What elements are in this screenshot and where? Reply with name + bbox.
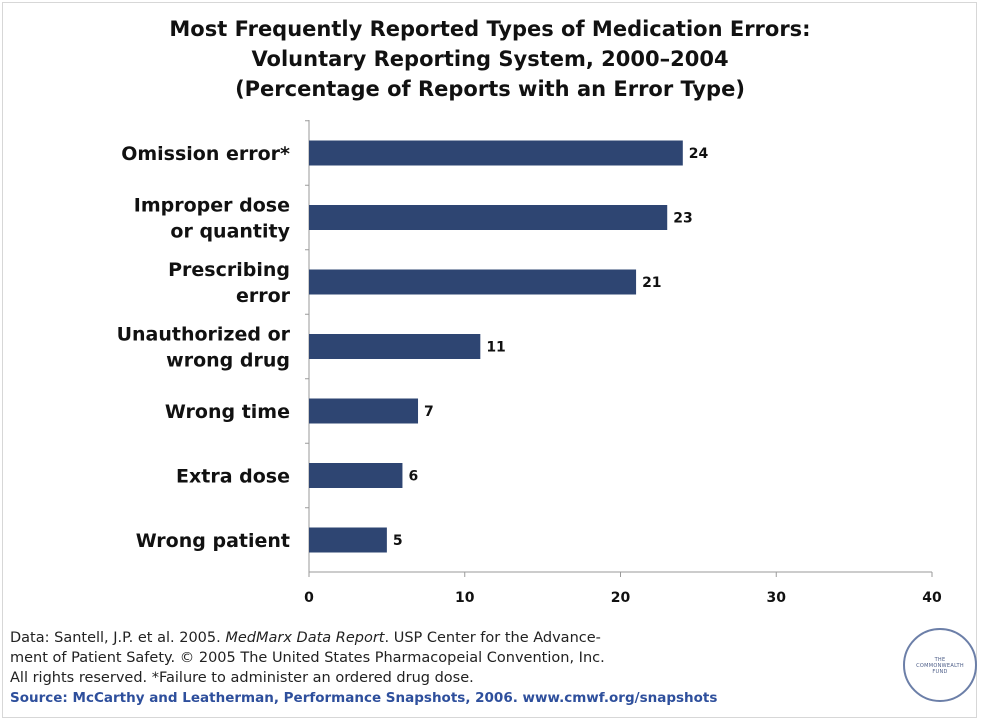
chart-title-line-2: Voluntary Reporting System, 2000–2004	[251, 47, 729, 71]
chart-title: Most Frequently Reported Types of Medica…	[60, 14, 920, 104]
chart-title-line-1: Most Frequently Reported Types of Medica…	[169, 17, 811, 41]
value-label-2: 21	[642, 275, 661, 291]
category-label-1-line-1: or quantity	[170, 221, 290, 243]
bar-5	[309, 463, 403, 488]
chart-title-line-3: (Percentage of Reports with an Error Typ…	[235, 77, 745, 101]
footer-data-line-2: ment of Patient Safety. © 2005 The Unite…	[10, 650, 605, 666]
bar-0	[309, 140, 683, 166]
category-label-2-line-1: error	[236, 285, 291, 307]
value-label-4: 7	[424, 404, 434, 420]
bar-4	[309, 398, 419, 424]
category-label-4: Wrong time	[165, 401, 290, 423]
bar-1	[309, 205, 668, 230]
category-label-3-line-1: wrong drug	[166, 350, 290, 372]
category-label-6: Wrong patient	[136, 530, 290, 552]
category-label-0-line-0: Omission error*	[121, 143, 290, 165]
category-label-0: Omission error*	[121, 143, 290, 165]
footer-data-prefix: Data: Santell, J.P. et al. 2005.	[10, 630, 226, 646]
x-tick-label-20: 20	[611, 590, 631, 606]
seal-text: THE COMMONWEALTH FUND	[905, 657, 975, 675]
category-label-3-line-0: Unauthorized or	[117, 324, 291, 346]
seal-text-line-2: COMMONWEALTH	[916, 663, 964, 669]
commonwealth-fund-seal-icon: THE COMMONWEALTH FUND	[903, 628, 977, 702]
footer-data-suffix: . USP Center for the Advance-	[384, 630, 601, 646]
footer-data-line-3: All rights reserved. *Failure to adminis…	[10, 670, 474, 686]
bar-3	[309, 334, 481, 359]
category-label-1: Improper dose or quantity	[134, 195, 291, 243]
value-label-1: 23	[673, 211, 692, 227]
seal-text-line-1: THE	[934, 657, 946, 663]
value-label-3: 11	[486, 340, 505, 356]
category-label-2: Prescribing error	[168, 259, 291, 307]
category-label-5-line-0: Extra dose	[176, 466, 290, 488]
x-tick-label-30: 30	[767, 590, 787, 606]
category-label-2-line-0: Prescribing	[168, 259, 290, 281]
bar-2	[309, 269, 637, 295]
value-label-5: 6	[408, 469, 418, 485]
bar-6	[309, 527, 387, 553]
category-label-4-line-0: Wrong time	[165, 401, 290, 423]
category-label-5: Extra dose	[176, 466, 290, 488]
x-tick-label-40: 40	[922, 590, 942, 606]
category-label-1-line-0: Improper dose	[134, 195, 290, 217]
footer-data-line-1: Data: Santell, J.P. et al. 2005. MedMarx…	[10, 628, 890, 648]
x-tick-label-10: 10	[455, 590, 475, 606]
value-label-6: 5	[393, 533, 403, 549]
chart-footer: Data: Santell, J.P. et al. 2005. MedMarx…	[10, 628, 890, 708]
x-tick-label-0: 0	[304, 590, 314, 606]
seal-text-line-3: FUND	[932, 669, 948, 675]
category-label-3: Unauthorized or wrong drug	[117, 324, 291, 372]
footer-data-report-title: MedMarx Data Report	[225, 630, 385, 646]
footer-source: Source: McCarthy and Leatherman, Perform…	[10, 690, 718, 706]
value-label-0: 24	[689, 146, 709, 162]
category-label-6-line-0: Wrong patient	[136, 530, 290, 552]
